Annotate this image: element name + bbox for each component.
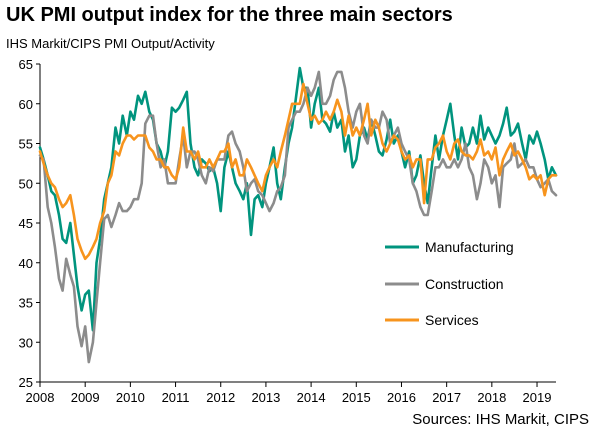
x-tick-label: 2019 [523, 390, 552, 405]
x-tick-label: 2013 [251, 390, 280, 405]
y-tick-label: 40 [19, 256, 33, 271]
y-tick-label: 35 [19, 296, 33, 311]
x-tick-label: 2015 [342, 390, 371, 405]
x-tick-label: 2012 [206, 390, 235, 405]
y-tick-label: 25 [19, 375, 33, 390]
x-tick-label: 2011 [162, 390, 190, 405]
y-tick-label: 55 [19, 137, 33, 152]
legend-label-construction: Construction [425, 276, 504, 292]
y-axis-title: IHS Markit/CIPS PMI Output/Activity [6, 36, 215, 51]
x-tick-label: 2016 [387, 390, 416, 405]
series-line-manufacturing [38, 66, 558, 332]
y-tick-label: 60 [19, 97, 33, 112]
axes: 25 30 35 40 45 50 55 60 65 2008 2009 2010 2011 2012 20… [19, 57, 556, 405]
legend: Manufacturing Construction Services [385, 239, 514, 328]
series-line-construction [38, 70, 558, 364]
x-tick-label: 2018 [477, 390, 506, 405]
x-tick-label: 2008 [26, 390, 55, 405]
y-tick-label: 50 [19, 176, 33, 191]
chart-title: UK PMI output index for the three main s… [6, 4, 453, 26]
legend-label-services: Services [425, 312, 479, 328]
source-note: Sources: IHS Markit, CIPS [412, 411, 589, 428]
x-tick-label: 2009 [71, 390, 100, 405]
x-tick-label: 2014 [297, 390, 326, 405]
y-tick-label: 30 [19, 335, 33, 350]
y-tick-label: 45 [19, 216, 33, 231]
x-tick-label: 2010 [116, 390, 145, 405]
series-lines [38, 66, 558, 364]
legend-label-manufacturing: Manufacturing [425, 239, 514, 255]
x-tick-label: 2017 [432, 390, 461, 405]
y-tick-label: 65 [19, 57, 33, 72]
series-line-services [38, 82, 558, 261]
